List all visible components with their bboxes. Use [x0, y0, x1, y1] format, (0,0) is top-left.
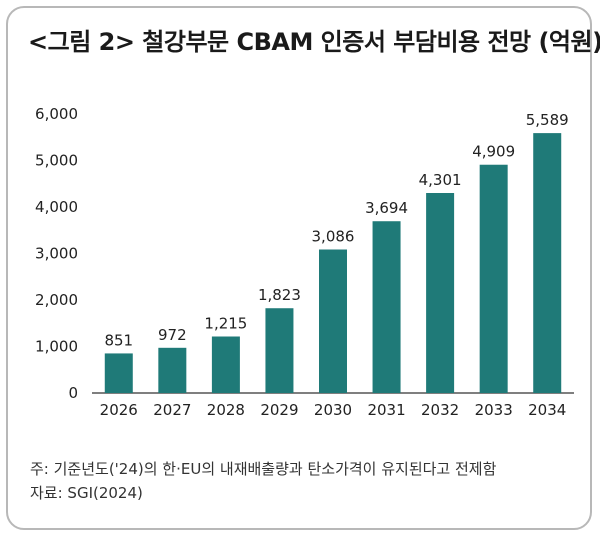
y-tick-label: 2,000 [35, 291, 78, 309]
x-tick-label: 2031 [367, 401, 405, 419]
x-tick-label: 2028 [207, 401, 245, 419]
bar [211, 336, 240, 393]
bar [158, 347, 187, 393]
y-tick-label: 6,000 [35, 105, 78, 123]
x-tick-label: 2030 [314, 401, 352, 419]
y-tick-label: 3,000 [35, 245, 78, 263]
x-tick-label: 2033 [475, 401, 513, 419]
data-label: 972 [158, 326, 187, 344]
chart-title: <그림 2> 철강부문 CBAM 인증서 부담비용 전망 (억원) [28, 28, 600, 56]
data-label: 1,823 [258, 286, 301, 304]
data-label: 851 [104, 331, 133, 349]
bar [426, 193, 455, 393]
x-tick-label: 2026 [100, 401, 138, 419]
bar [319, 249, 347, 393]
data-label: 4,301 [419, 171, 462, 189]
x-tick-label: 2032 [421, 401, 459, 419]
bar [533, 133, 562, 393]
footnote: 주: 기준년도('24)의 한·EU의 내재배출량과 탄소가격이 유지된다고 전… [30, 460, 497, 478]
bar [479, 164, 508, 393]
bar [265, 308, 294, 393]
x-tick-label: 2034 [528, 401, 566, 419]
data-label: 4,909 [472, 143, 515, 161]
y-tick-label: 4,000 [35, 198, 78, 216]
bar [104, 353, 133, 393]
y-tick-label: 5,000 [35, 152, 78, 170]
data-label: 5,589 [526, 111, 569, 129]
data-label: 1,215 [204, 315, 247, 333]
x-tick-label: 2027 [153, 401, 191, 419]
data-label: 3,086 [312, 228, 355, 246]
bar [372, 221, 401, 393]
x-tick-label: 2029 [260, 401, 298, 419]
y-tick-label: 1,000 [35, 338, 78, 356]
source-note: 자료: SGI(2024) [30, 484, 143, 502]
data-label: 3,694 [365, 199, 408, 217]
y-tick-label: 0 [68, 384, 78, 402]
